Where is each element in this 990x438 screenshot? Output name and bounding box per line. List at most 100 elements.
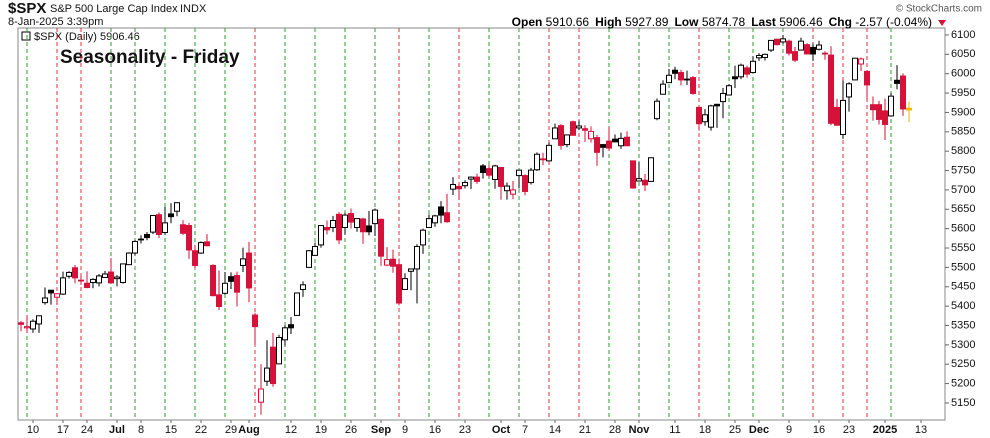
- y-tick-label: 5750: [951, 164, 975, 176]
- x-tick-label: Aug: [238, 424, 259, 436]
- candle-body: [750, 60, 756, 74]
- candle-body: [672, 69, 678, 74]
- candle-body: [354, 218, 360, 228]
- candle-body: [624, 136, 630, 147]
- candle-body: [306, 250, 312, 268]
- candle-body: [510, 189, 516, 195]
- candle-body: [708, 105, 714, 128]
- quote-label: Low: [674, 15, 699, 29]
- candle-body: [660, 83, 666, 95]
- x-tick-label: Dec: [749, 424, 769, 436]
- candle-body: [816, 44, 822, 50]
- candle-body: [630, 160, 636, 189]
- candle-body: [774, 38, 780, 46]
- candle-body: [540, 158, 546, 161]
- candle-body: [150, 214, 156, 233]
- candle-body: [402, 278, 408, 290]
- quote-item: Low 5874.78: [674, 15, 745, 29]
- y-tick-label: 6100: [951, 29, 975, 41]
- legend-icon: [21, 31, 31, 41]
- candle-body: [846, 83, 852, 98]
- candle-body: [456, 185, 462, 190]
- candle-body: [288, 324, 294, 329]
- candle-body: [834, 106, 840, 126]
- x-tick-label: 2025: [873, 424, 897, 436]
- credit: © StockCharts.com: [896, 4, 982, 15]
- y-tick-label: 6050: [951, 48, 975, 60]
- x-tick-label: 16: [429, 424, 441, 436]
- y-tick-label: 6000: [951, 68, 975, 80]
- candle-body: [636, 178, 642, 182]
- candle-body: [462, 182, 468, 187]
- y-tick-label: 5950: [951, 87, 975, 99]
- legend: $SPX (Daily) 5906.46: [34, 31, 140, 43]
- candle-body: [768, 39, 774, 51]
- candle-body: [42, 297, 48, 304]
- candle-body: [522, 175, 528, 192]
- candle-body: [156, 214, 162, 235]
- candle-body: [666, 74, 672, 84]
- candle-body: [426, 218, 432, 228]
- candle-body: [648, 157, 654, 182]
- y-tick-label: 5500: [951, 261, 975, 273]
- candle-body: [492, 165, 498, 180]
- candle-body: [762, 53, 768, 58]
- candle-body: [246, 252, 252, 289]
- candle-body: [312, 245, 318, 256]
- candle-body: [258, 388, 264, 403]
- y-tick-label: 5900: [951, 106, 975, 118]
- candle-body: [438, 206, 444, 216]
- candle-body: [138, 238, 144, 241]
- candle-body: [390, 258, 396, 267]
- x-tick-label: 29: [225, 424, 237, 436]
- quote-value: 5906.46: [779, 15, 823, 29]
- y-tick-label: 5400: [951, 300, 975, 312]
- candle-body: [132, 240, 138, 254]
- candle-body: [348, 213, 354, 223]
- y-tick-label: 5350: [951, 319, 975, 331]
- symbol: $SPX: [8, 0, 46, 17]
- candle-body: [30, 320, 36, 330]
- candle-body: [450, 183, 456, 190]
- x-tick-label: 8: [138, 424, 144, 436]
- candle-body: [372, 209, 378, 225]
- y-tick-label: 5300: [951, 339, 975, 351]
- y-tick-label: 5150: [951, 397, 975, 409]
- candle-body: [792, 51, 798, 61]
- candle-body: [888, 95, 894, 117]
- quote-bar: Open 5910.66 High 5927.89 Low 5874.78 Last …: [512, 15, 946, 29]
- y-tick-label: 5600: [951, 223, 975, 235]
- candle-body: [36, 315, 42, 325]
- x-tick-label: Sep: [371, 424, 391, 436]
- candle-body: [474, 176, 480, 182]
- x-tick-label: 25: [729, 424, 741, 436]
- candle-body: [828, 54, 834, 124]
- candle-body: [408, 268, 414, 272]
- candle-body: [738, 64, 744, 78]
- candle-body: [732, 76, 738, 80]
- candle-body: [186, 225, 192, 251]
- candle-body: [714, 103, 720, 107]
- candle-body: [684, 78, 690, 81]
- candle-body: [690, 77, 696, 94]
- x-tick-label: 11: [669, 424, 680, 436]
- candle-body: [96, 275, 102, 284]
- candle-body: [468, 176, 474, 180]
- quote-label: High: [595, 15, 622, 29]
- x-tick-label: 23: [459, 424, 471, 436]
- candle-body: [882, 110, 888, 125]
- candle-body: [486, 168, 492, 176]
- candle-body: [318, 225, 324, 246]
- x-tick-label: 13: [915, 424, 927, 436]
- candle-body: [432, 215, 438, 224]
- candle-body: [330, 220, 336, 228]
- x-tick-label: 24: [81, 424, 93, 436]
- candle-body: [600, 144, 606, 148]
- candle-body: [90, 278, 96, 283]
- candle-body: [222, 282, 228, 294]
- candle-body: [576, 125, 582, 129]
- candle-body: [804, 44, 810, 55]
- candle-body: [264, 367, 270, 382]
